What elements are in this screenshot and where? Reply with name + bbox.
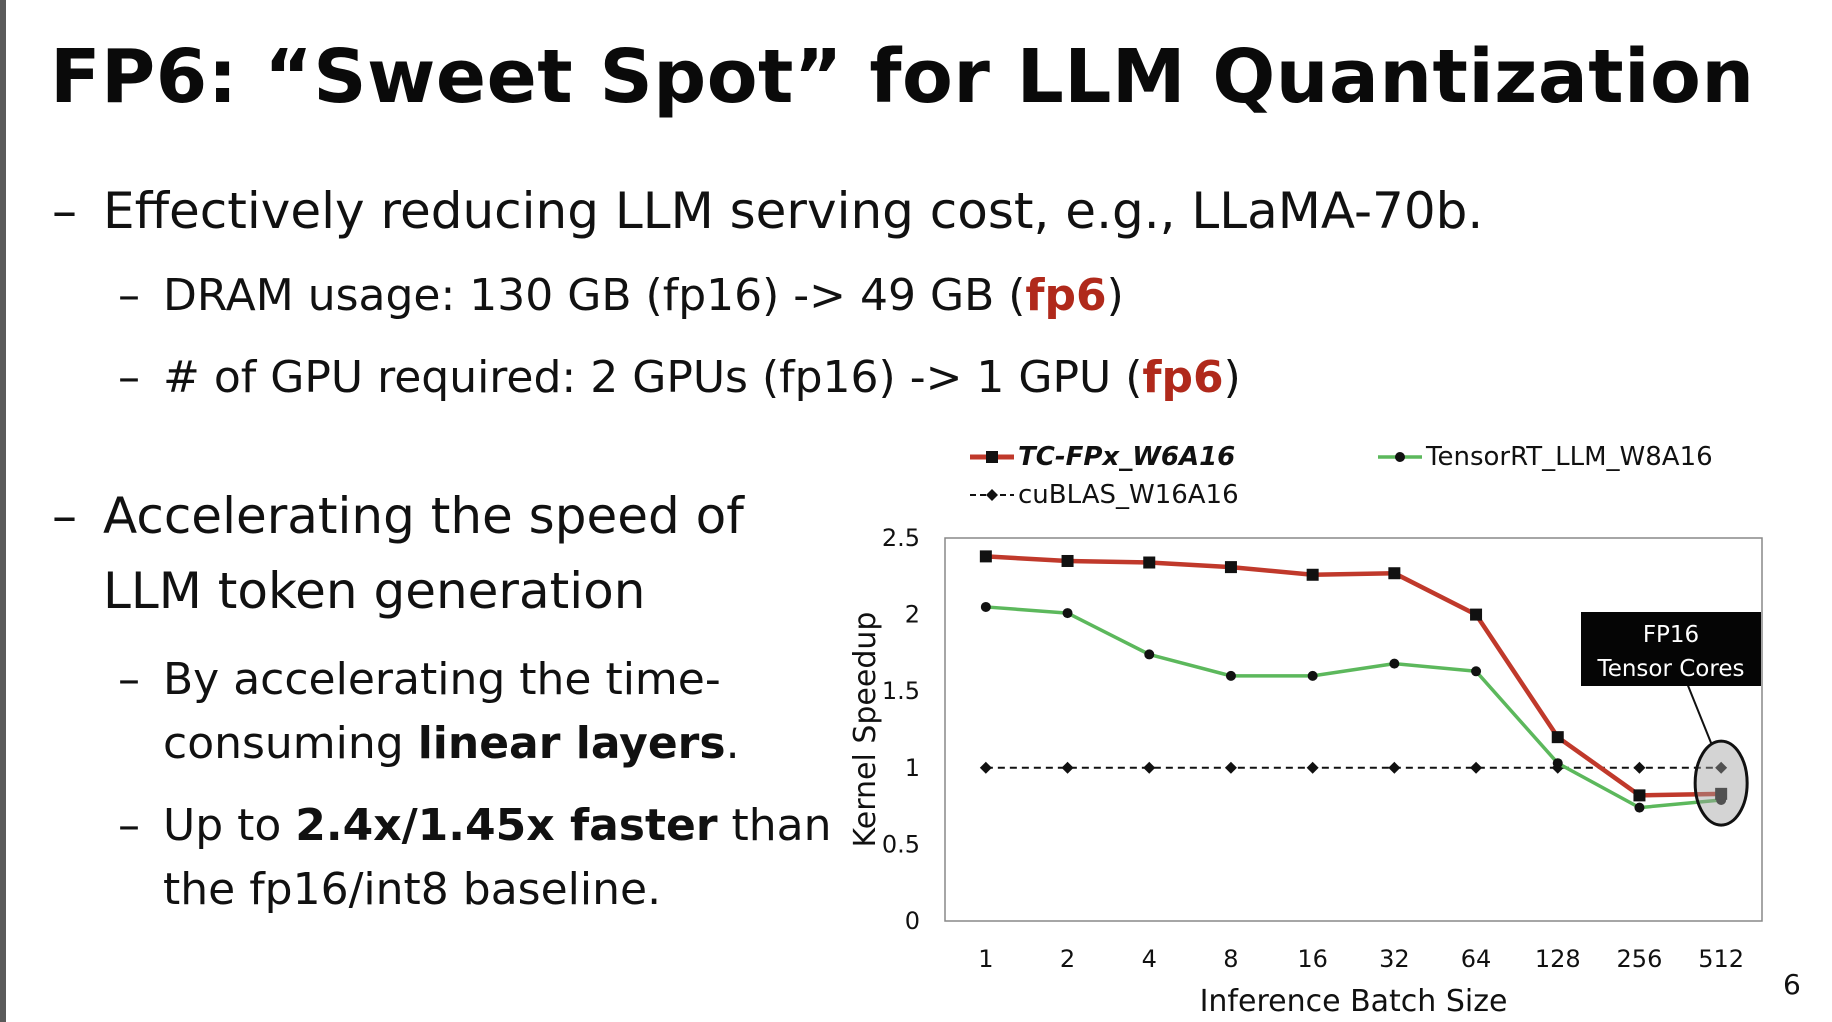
data-point-tc-fpx: [1061, 554, 1074, 567]
data-point-tensorrt: [1389, 658, 1400, 669]
bullet-dram: DRAM usage: 130 GB (fp16) -> 49 GB (fp6): [163, 270, 1124, 321]
sub-bullet-dash: –: [118, 654, 140, 705]
window-left-edge: [0, 0, 6, 1022]
series-line-TC-FPx_W6A16: [985, 554, 1722, 798]
x-tick-label: 8: [1223, 945, 1238, 973]
x-tick-label: 1: [978, 945, 993, 973]
bullet-speed-line1: Accelerating the speed of: [103, 487, 744, 545]
y-tick-label: 1.5: [882, 677, 920, 705]
slide-title: FP6: “Sweet Spot” for LLM Quantization: [50, 34, 1755, 120]
legend-marker-dot: [1395, 452, 1405, 462]
callout-box: [1581, 612, 1761, 686]
dram-suffix: ): [1106, 270, 1124, 321]
data-point-tensorrt: [1144, 649, 1155, 660]
data-point-tc-fpx: [979, 550, 992, 563]
callout-ellipse: [1693, 739, 1749, 827]
x-tick-label: 16: [1297, 945, 1328, 973]
x-tick-label: 32: [1379, 945, 1410, 973]
callout-label-line2: Tensor Cores: [1597, 656, 1745, 682]
data-point-cublas: [1388, 761, 1401, 774]
data-point-tc-fpx: [1470, 608, 1483, 621]
x-tick-label: 4: [1142, 945, 1157, 973]
page-number: 6: [1783, 968, 1801, 1001]
x-tick-label: 128: [1535, 945, 1581, 973]
y-tick-label: 2: [905, 601, 920, 629]
data-point-tc-fpx: [1551, 731, 1564, 744]
faster-suffix: than: [717, 800, 832, 851]
bullet-dash: –: [52, 487, 77, 545]
x-tick-label: 512: [1698, 945, 1744, 973]
y-axis-title: Kernel Speedup: [848, 612, 883, 848]
linear-prefix: consuming: [163, 718, 418, 769]
data-point-tc-fpx: [1143, 556, 1156, 569]
data-point-tc-fpx: [1633, 789, 1646, 802]
legend-marker-diamond: [986, 489, 998, 501]
x-tick-label: 2: [1060, 945, 1075, 973]
bullet-linear-line2: consuming linear layers.: [163, 718, 740, 769]
sub-bullet-dash: –: [118, 352, 140, 403]
data-point-cublas: [1143, 761, 1156, 774]
dram-text: DRAM usage: 130 GB (fp16) -> 49 GB (: [163, 270, 1026, 321]
faster-prefix: Up to: [163, 800, 296, 851]
bullet-faster-line2: the fp16/int8 baseline.: [163, 864, 662, 915]
legend-label: TensorRT_LLM_W8A16: [1425, 442, 1713, 472]
y-tick-label: 0: [905, 907, 920, 935]
gpu-text: # of GPU required: 2 GPUs (fp16) -> 1 GP…: [163, 352, 1143, 403]
data-point-tensorrt: [1552, 758, 1563, 769]
data-point-cublas: [1061, 761, 1074, 774]
bullet-speed-line2: LLM token generation: [103, 562, 646, 620]
bullet-dash: –: [52, 182, 77, 240]
data-point-tensorrt: [1471, 666, 1482, 677]
y-tick-label: 2.5: [882, 524, 920, 552]
x-tick-label: 64: [1461, 945, 1492, 973]
data-point-tensorrt: [1225, 670, 1236, 681]
data-point-cublas: [1306, 761, 1319, 774]
series-line-TensorRT_LLM_W8A16: [985, 605, 1722, 810]
linear-suffix: .: [725, 718, 740, 769]
data-point-tensorrt: [980, 601, 991, 612]
y-tick-label: 1: [905, 754, 920, 782]
legend-marker-square: [986, 451, 998, 463]
data-point-cublas: [1470, 761, 1483, 774]
data-point-tc-fpx: [1715, 787, 1728, 800]
data-point-tensorrt: [1634, 802, 1645, 813]
x-axis-title: Inference Batch Size: [1200, 984, 1508, 1015]
bullet-linear-line1: By accelerating the time-: [163, 654, 721, 705]
data-point-cublas: [979, 761, 992, 774]
data-point-cublas: [1715, 761, 1728, 774]
data-point-tensorrt: [1307, 670, 1318, 681]
gpu-suffix: ): [1223, 352, 1241, 403]
data-point-cublas: [1633, 761, 1646, 774]
data-point-tc-fpx: [1224, 561, 1237, 574]
speedup-line-chart: 0 0.5 1 1.5 2 2.5 1 2 4 8 16 32 64 128 256 512 Inference…: [848, 442, 1763, 1015]
callout-label-line1: FP16: [1643, 622, 1699, 648]
sub-bullet-dash: –: [118, 270, 140, 321]
plot-area-frame: [944, 537, 1763, 922]
gpu-fp6-highlight: fp6: [1142, 352, 1224, 403]
bullet-gpu: # of GPU required: 2 GPUs (fp16) -> 1 GP…: [163, 352, 1241, 403]
sub-bullet-dash: –: [118, 800, 140, 851]
dram-fp6-highlight: fp6: [1025, 270, 1107, 321]
data-point-cublas: [1224, 761, 1237, 774]
linear-bold: linear layers: [417, 718, 726, 769]
bullet-faster-line1: Up to 2.4x/1.45x faster than: [163, 800, 832, 851]
legend-label: cuBLAS_W16A16: [1018, 480, 1239, 510]
faster-bold: 2.4x/1.45x faster: [295, 800, 718, 851]
x-tick-label: 256: [1617, 945, 1663, 973]
data-point-tensorrt: [1062, 608, 1073, 619]
data-point-tc-fpx: [1388, 567, 1401, 580]
legend-label: TC-FPx_W6A16: [1018, 442, 1235, 472]
y-tick-label: 0.5: [882, 830, 920, 858]
bullet-cost: Effectively reducing LLM serving cost, e…: [103, 182, 1484, 240]
data-point-tc-fpx: [1306, 568, 1319, 581]
